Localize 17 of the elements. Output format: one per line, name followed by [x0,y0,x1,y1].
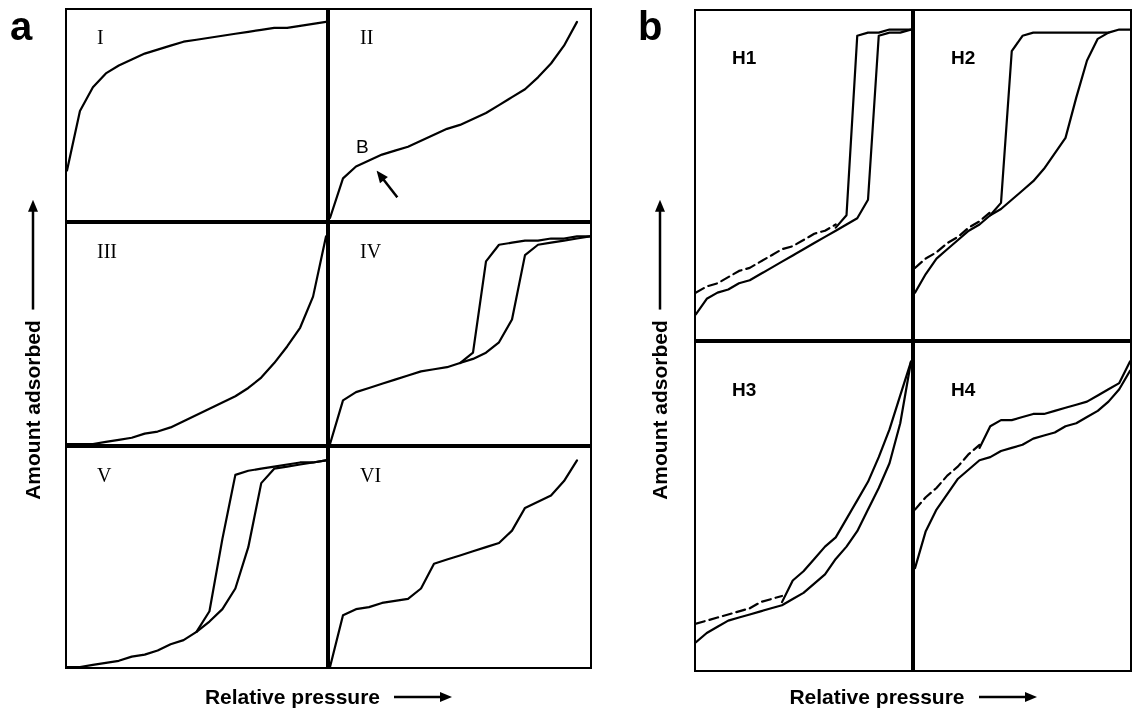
chart-title: I [97,26,104,49]
chart-title: II [360,26,374,49]
chart-title: VI [360,464,382,487]
text: H3 [732,379,757,401]
text: H4 [951,379,976,401]
y-axis-title: Amount adsorbed [21,320,45,500]
text: H1 [732,47,757,69]
text: a [10,3,33,50]
text: b [638,3,663,50]
y-axis-title: Amount adsorbed [648,320,672,500]
chart-title: IV [360,240,382,263]
chart-title: III [97,240,117,263]
text: H2 [951,47,976,69]
x-axis-title: Relative pressure [204,685,381,709]
chart-title: V [97,464,112,487]
x-axis-title: Relative pressure [789,685,965,709]
annotation: B [356,136,369,158]
